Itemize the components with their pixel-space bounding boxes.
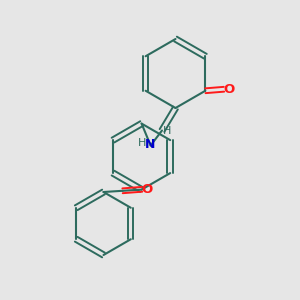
Text: N: N [145,137,155,151]
Text: H: H [163,126,172,136]
Text: O: O [224,83,235,96]
Text: O: O [142,183,153,196]
Text: H: H [138,138,146,148]
